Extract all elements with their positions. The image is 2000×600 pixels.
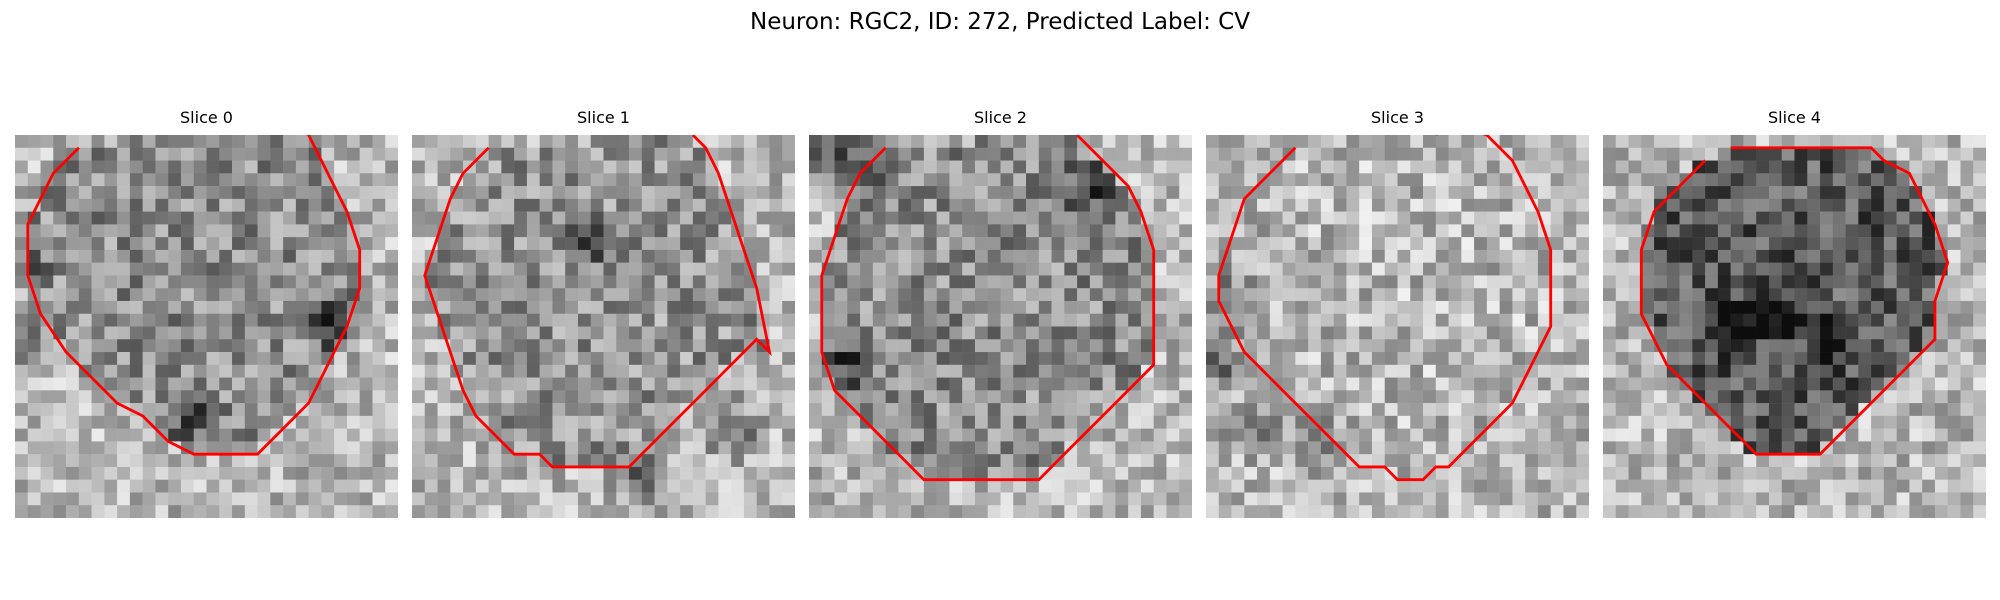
slice-title-0: Slice 0 bbox=[180, 108, 233, 127]
contour-line bbox=[1217, 135, 1553, 482]
slice-panel-1: Slice 1 bbox=[412, 108, 795, 518]
slice-panel-4: Slice 4 bbox=[1603, 108, 1986, 518]
slice-image-0 bbox=[15, 135, 398, 518]
pixel-grid bbox=[809, 135, 1192, 518]
slice-title-4: Slice 4 bbox=[1768, 108, 1821, 127]
contour-line bbox=[26, 135, 362, 456]
slice-title-1: Slice 1 bbox=[577, 108, 630, 127]
pixel-grid bbox=[15, 135, 398, 518]
figure-title: Neuron: RGC2, ID: 272, Predicted Label: … bbox=[750, 9, 1250, 35]
slice-image-1 bbox=[412, 135, 795, 518]
slice-title-2: Slice 2 bbox=[974, 108, 1027, 127]
pixel-grid bbox=[1206, 135, 1589, 518]
slice-image-4 bbox=[1603, 135, 1986, 518]
slice-panel-0: Slice 0 bbox=[15, 108, 398, 518]
slice-panel-2: Slice 2 bbox=[809, 108, 1192, 518]
contour-line bbox=[820, 135, 1156, 482]
slice-image-2 bbox=[809, 135, 1192, 518]
slice-title-3: Slice 3 bbox=[1371, 108, 1424, 127]
pixel-grid bbox=[1603, 135, 1986, 518]
pixel-grid bbox=[412, 135, 795, 518]
contour-line bbox=[1639, 146, 1950, 456]
contour-line bbox=[423, 135, 772, 469]
slice-panel-3: Slice 3 bbox=[1206, 108, 1589, 518]
slice-image-3 bbox=[1206, 135, 1589, 518]
